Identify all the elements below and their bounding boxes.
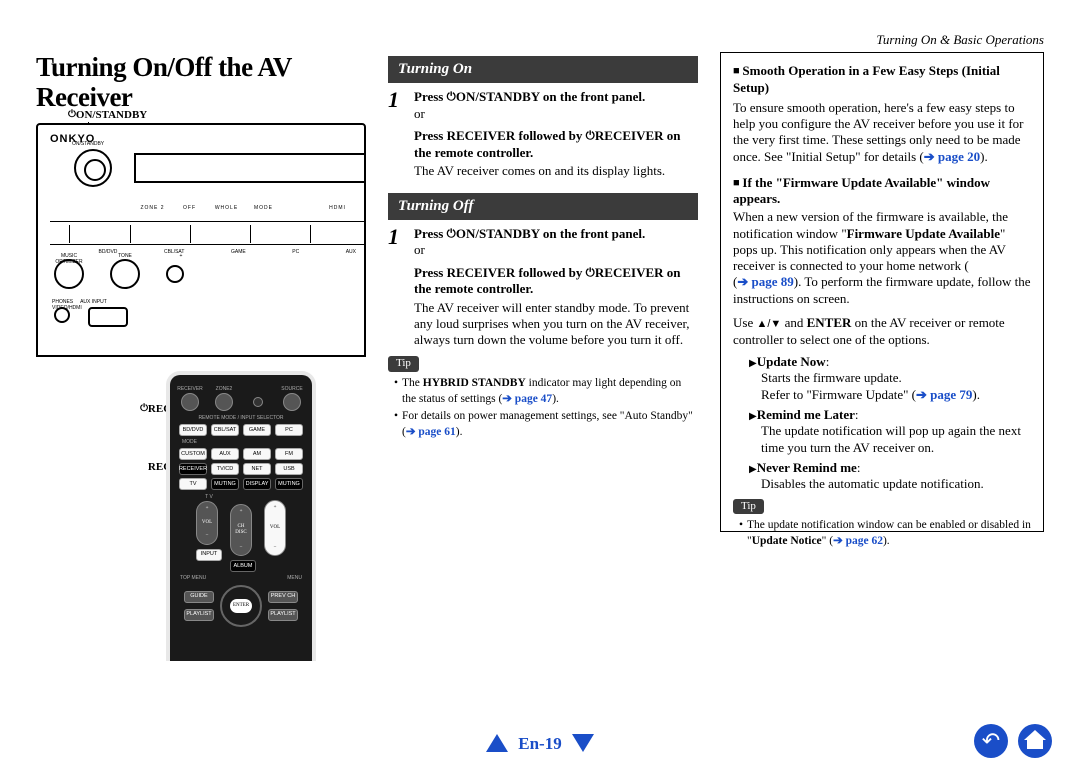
step-number: 1: [388, 89, 406, 179]
page-47-link[interactable]: ➔ page 47: [502, 393, 552, 405]
page-number: En-19: [518, 733, 561, 754]
tip-label: Tip: [388, 356, 419, 372]
back-icon[interactable]: ↶: [974, 724, 1008, 758]
next-page-icon[interactable]: [572, 734, 594, 752]
footer-nav: En-19: [0, 733, 1080, 754]
middle-column: Turning On 1 Press ⏻ON/STANDBY on the fr…: [388, 52, 698, 660]
label-onstandby: ⏻ON/STANDBY: [68, 109, 147, 123]
left-column: Turning On/Off the AV Receiver ⏻ON/STAND…: [36, 52, 366, 660]
option-remind-later: ▶Remind me Later:: [749, 407, 1031, 424]
or-text: or: [414, 242, 698, 258]
tip-label: Tip: [733, 499, 764, 515]
turning-on-heading: Turning On: [388, 56, 698, 83]
page-62-link[interactable]: ➔ page 62: [833, 535, 883, 547]
prev-page-icon[interactable]: [486, 734, 508, 752]
tip-list: The HYBRID STANDBY indicator may light d…: [388, 376, 698, 440]
right-column-box: Smooth Operation in a Few Easy Steps (In…: [720, 52, 1044, 532]
page-89-link[interactable]: ➔ page 89: [737, 274, 793, 289]
body-text: Use ▲/▼ and ENTER on the AV receiver or …: [733, 315, 1031, 348]
step-number: 1: [388, 226, 406, 349]
body-text: To ensure smooth operation, here's a few…: [733, 100, 1031, 165]
page-title: Turning On/Off the AV Receiver: [36, 52, 366, 112]
or-text: or: [414, 106, 698, 122]
receiver-illustration: ⏻ON/STANDBY ONKYO ON/STANDBY ZONE 2OFFWH…: [36, 123, 366, 357]
option-never-remind: ▶Never Remind me:: [749, 460, 1031, 477]
page-20-link[interactable]: ➔ page 20: [924, 149, 980, 164]
smooth-operation-heading: Smooth Operation in a Few Easy Steps (In…: [733, 63, 1031, 96]
body-text: The AV receiver comes on and its display…: [414, 163, 698, 179]
home-icon[interactable]: [1018, 724, 1052, 758]
option-update-now: ▶Update Now:: [749, 354, 1031, 371]
page-61-link[interactable]: ➔ page 61: [406, 426, 456, 438]
display-window: [134, 153, 364, 183]
firmware-heading: If the "Firmware Update Available" windo…: [733, 175, 1031, 208]
body-text: When a new version of the firmware is av…: [733, 209, 1031, 307]
turning-off-heading: Turning Off: [388, 193, 698, 220]
breadcrumb: Turning On & Basic Operations: [36, 32, 1044, 48]
page-79-link[interactable]: ➔ page 79: [916, 387, 972, 402]
tip-list: The update notification window can be en…: [733, 518, 1031, 549]
remote-illustration: ⏻RECEIVER RECEIVER RECEIVER ZONE2 SOURCE…: [166, 371, 366, 661]
body-text: The AV receiver will enter standby mode.…: [414, 300, 698, 349]
power-button-icon: [74, 149, 112, 187]
